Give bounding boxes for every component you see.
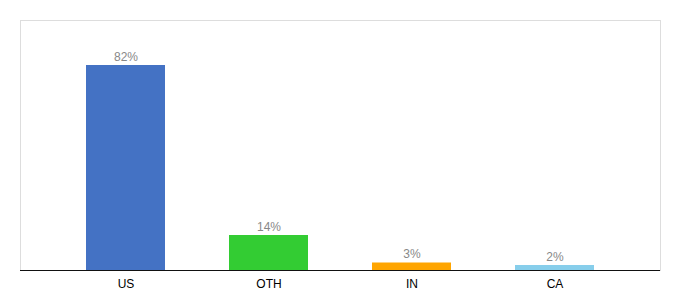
svg-text:3%: 3% — [403, 247, 421, 261]
svg-text:IN: IN — [406, 277, 418, 291]
svg-text:14%: 14% — [257, 220, 281, 234]
svg-text:OTH: OTH — [256, 277, 281, 291]
svg-text:2%: 2% — [546, 250, 564, 264]
svg-text:CA: CA — [547, 277, 564, 291]
svg-text:82%: 82% — [114, 50, 138, 64]
svg-text:US: US — [118, 277, 135, 291]
